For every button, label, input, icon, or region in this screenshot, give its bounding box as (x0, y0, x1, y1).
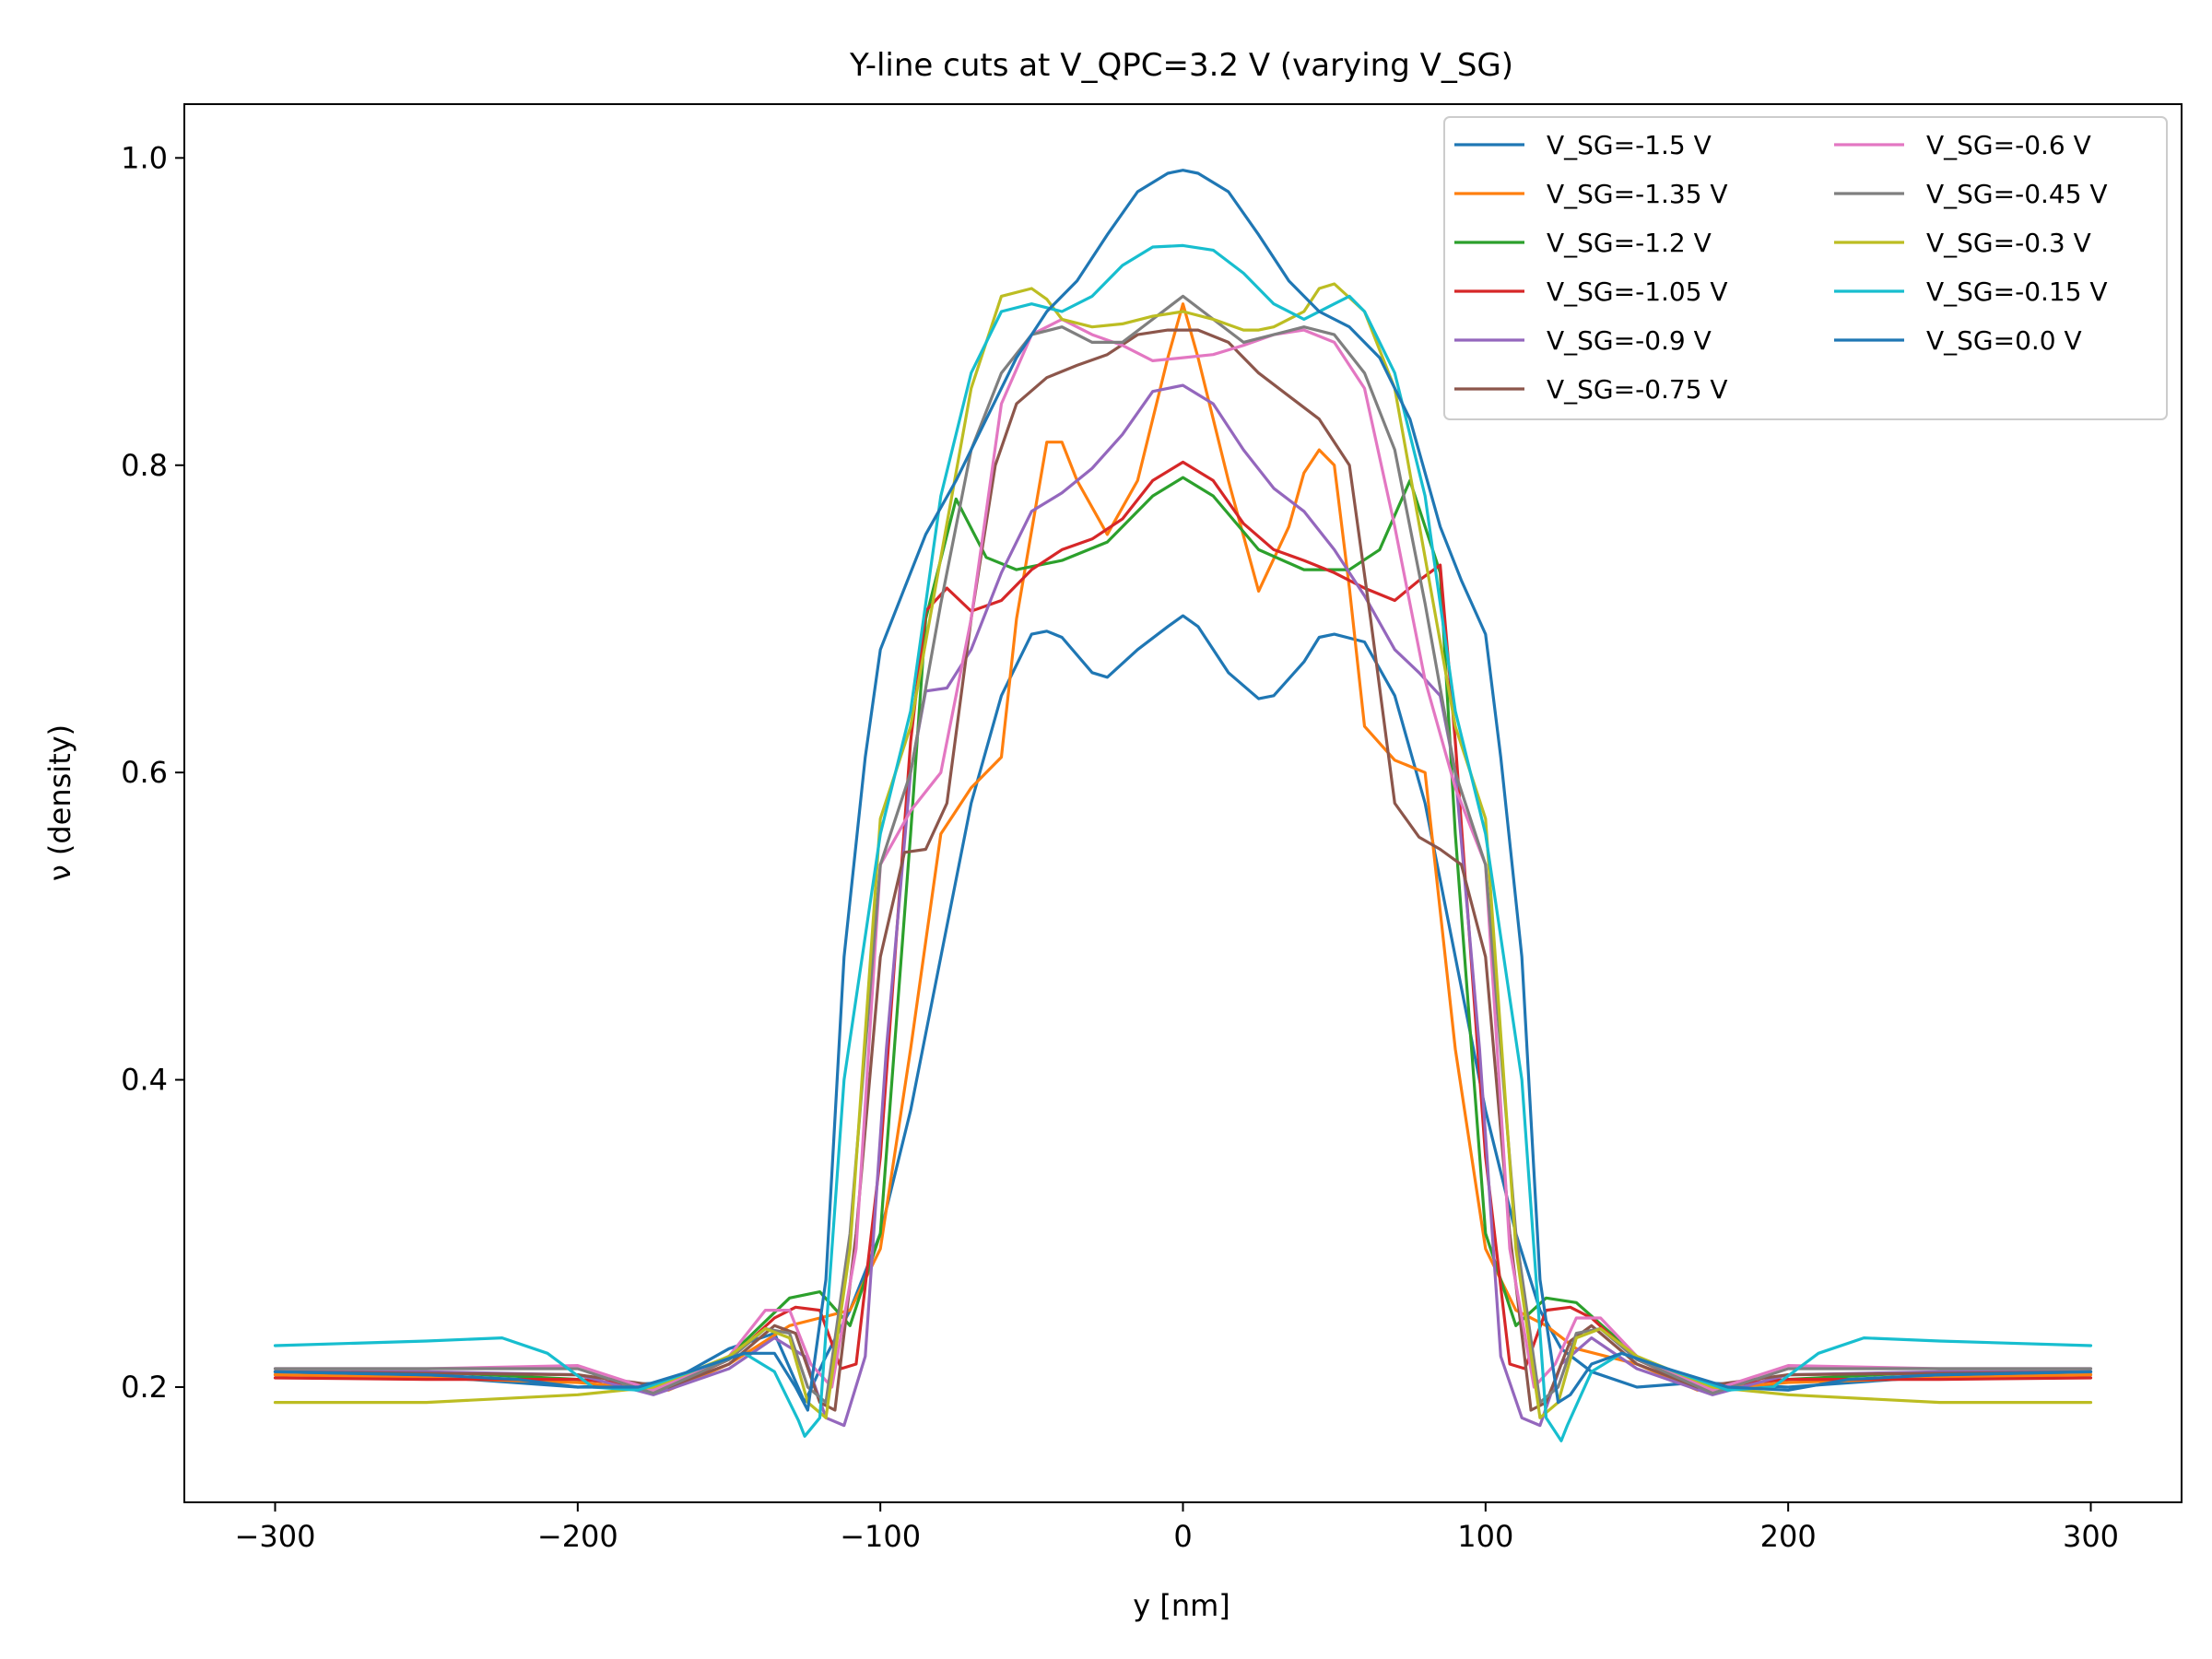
series-line-10 (273, 169, 2093, 1412)
y-tick-label: 0.4 (121, 1063, 168, 1098)
legend: V_SG=-1.5 V V_SG=-1.35 V V_SG=-1.2 V V_SG=-… (1443, 116, 2168, 420)
x-tick-label: −100 (840, 1519, 921, 1554)
legend-label-2: V_SG=-1.2 V (1547, 228, 1712, 258)
series-line-3 (273, 460, 2093, 1389)
chart-title: Y-line cuts at V_QPC=3.2 V (varying V_SG… (849, 47, 1513, 84)
series-line-1 (273, 302, 2093, 1392)
legend-label-0: V_SG=-1.5 V (1547, 130, 1712, 160)
series-line-5 (273, 328, 2093, 1412)
x-tick-label: −200 (537, 1519, 618, 1554)
series-line-7 (273, 294, 2093, 1405)
legend-label-6: V_SG=-0.6 V (1926, 130, 2091, 160)
series-line-2 (273, 476, 2093, 1389)
x-axis-label: y [nm] (1133, 1588, 1230, 1623)
x-tick-label: 100 (1457, 1519, 1513, 1554)
legend-label-10: V_SG=0.0 V (1926, 325, 2082, 356)
legend-label-5: V_SG=-0.75 V (1547, 374, 1728, 405)
y-tick-label: 0.2 (121, 1370, 168, 1405)
series-layer (273, 169, 2093, 1442)
legend-label-9: V_SG=-0.15 V (1926, 276, 2108, 307)
y-tick-label: 1.0 (121, 140, 168, 175)
legend-label-1: V_SG=-1.35 V (1547, 179, 1728, 209)
series-line-9 (273, 243, 2093, 1442)
y-axis: 0.2 0.4 0.6 0.8 1.0 (121, 140, 184, 1405)
y-tick-label: 0.8 (121, 448, 168, 483)
plot-area (183, 103, 2183, 1503)
legend-frame (1443, 116, 2168, 420)
y-axis-label: ν (density) (42, 724, 77, 881)
x-tick-label: 200 (1760, 1519, 1817, 1554)
legend-label-8: V_SG=-0.3 V (1926, 228, 2091, 258)
series-line-6 (273, 317, 2093, 1392)
series-line-4 (273, 383, 2093, 1428)
x-tick-label: 0 (1173, 1519, 1192, 1554)
y-tick-label: 0.6 (121, 755, 168, 790)
x-axis: −300 −200 −100 0 100 200 300 (235, 1502, 2119, 1554)
x-tick-label: −300 (235, 1519, 316, 1554)
legend-label-4: V_SG=-0.9 V (1547, 325, 1712, 356)
x-tick-label: 300 (2063, 1519, 2119, 1554)
series-line-0 (273, 614, 2093, 1405)
series-line-8 (273, 282, 2093, 1419)
legend-label-7: V_SG=-0.45 V (1926, 179, 2108, 209)
legend-label-3: V_SG=-1.05 V (1547, 276, 1728, 307)
